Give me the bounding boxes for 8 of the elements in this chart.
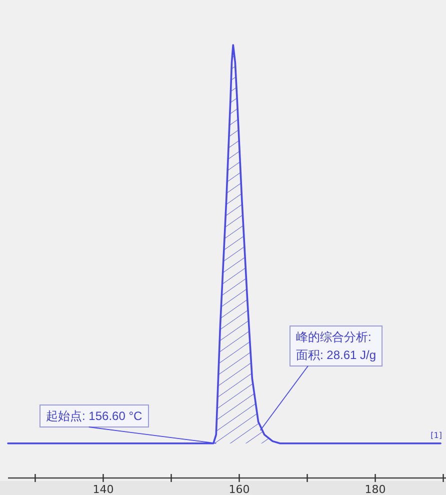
x-tick-label: 160: [228, 483, 250, 495]
annotation: 峰的综合分析: 面积: 28.61 J/g: [290, 326, 383, 366]
annotation: [1]: [430, 431, 442, 440]
annotation: 起始点: 156.60 °C: [40, 404, 149, 428]
x-tick-label: 180: [364, 483, 386, 495]
annotation: 峰的综合分析: 面积: 28.61 J/g: [296, 330, 376, 362]
annotation: 起始点: 156.60 °C: [46, 409, 143, 423]
x-tick-label: 140: [92, 483, 114, 495]
